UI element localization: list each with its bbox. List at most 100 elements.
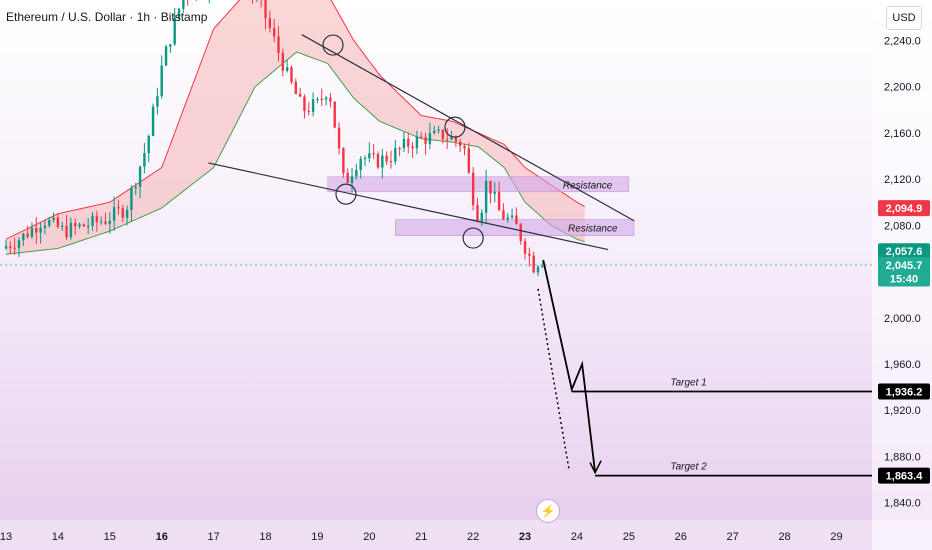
trendline — [208, 162, 609, 251]
x-tick-label: 13 — [0, 531, 12, 543]
price-label: 15:40 — [878, 270, 930, 287]
y-tick-label: 2,160.0 — [884, 128, 921, 140]
candle — [48, 220, 51, 226]
candle — [484, 180, 488, 213]
candle — [13, 247, 16, 249]
y-tick-label: 1,840.0 — [884, 498, 921, 510]
candle — [515, 215, 518, 225]
x-tick-label: 17 — [207, 531, 219, 543]
candle — [398, 148, 401, 150]
candle — [333, 101, 336, 128]
candle — [311, 99, 315, 112]
candle — [536, 266, 540, 273]
candle — [26, 233, 29, 237]
candle — [281, 52, 285, 71]
candle — [169, 44, 172, 47]
resistance-label: Resistance — [568, 224, 618, 235]
candle — [35, 227, 38, 233]
candle — [130, 188, 133, 210]
price-label-bg — [878, 256, 930, 273]
candle — [411, 146, 414, 149]
candle — [450, 137, 453, 140]
y-tick-label: 1,920.0 — [884, 405, 921, 417]
price-label: 1,863.4 — [878, 467, 930, 484]
candle — [458, 141, 462, 146]
candle — [30, 227, 34, 237]
target-label: Target 1 — [670, 378, 706, 389]
price-label: 1,936.2 — [878, 383, 930, 400]
candle — [342, 148, 345, 173]
x-tick-label: 22 — [467, 531, 479, 543]
y-tick-label: 2,080.0 — [884, 220, 921, 232]
candle — [337, 127, 341, 149]
candle — [523, 241, 527, 254]
candle — [65, 225, 68, 238]
candle — [156, 96, 159, 107]
y-tick-label: 2,000.0 — [884, 313, 921, 325]
candle — [502, 210, 505, 220]
candle — [112, 207, 116, 221]
touch-circle — [335, 183, 357, 205]
candle — [528, 253, 531, 256]
candle — [61, 225, 64, 227]
candle — [407, 138, 410, 147]
candle — [428, 133, 432, 144]
candle — [277, 36, 280, 53]
candle — [290, 67, 293, 82]
resistance-zone — [395, 219, 635, 236]
candle — [43, 225, 47, 228]
chart-title: Ethereum / U.S. Dollar · 1h · Bitstamp — [6, 10, 208, 24]
candle — [22, 233, 25, 241]
y-tick-label: 2,120.0 — [884, 174, 921, 186]
candle — [510, 215, 514, 218]
y-tick-label: 2,240.0 — [884, 35, 921, 47]
candle — [143, 153, 146, 167]
candle — [519, 224, 522, 242]
price-label: 2,045.7 — [878, 256, 930, 273]
candle — [541, 266, 544, 268]
candle — [445, 139, 449, 141]
candle — [74, 222, 77, 227]
touch-circle — [444, 116, 466, 138]
candle — [346, 172, 349, 183]
x-tick-label: 26 — [675, 531, 687, 543]
x-tick-label: 19 — [311, 531, 323, 543]
candle — [134, 186, 137, 189]
price-label-bg — [878, 243, 930, 260]
candle — [39, 227, 42, 233]
candle — [9, 246, 12, 248]
candle — [320, 98, 323, 100]
price-label-bg — [878, 200, 930, 217]
candle — [394, 148, 397, 162]
touch-circle — [462, 227, 484, 249]
candle — [359, 158, 362, 171]
projection-path — [542, 259, 597, 473]
price-label: 2,057.6 — [878, 243, 930, 260]
candle — [493, 191, 496, 194]
price-label-text: 2,057.6 — [886, 246, 923, 258]
candle — [329, 97, 332, 102]
tradingview-assistant-icon[interactable]: ⚡ — [536, 499, 560, 523]
candle — [415, 136, 419, 149]
candle — [433, 130, 436, 134]
candle — [506, 217, 509, 220]
y-tick-label: 2,200.0 — [884, 82, 921, 94]
candle — [316, 98, 319, 100]
cloud-upper-line — [5, 0, 585, 240]
candle — [56, 217, 60, 227]
candle — [355, 170, 358, 177]
x-tick-label: 18 — [259, 531, 271, 543]
candle — [471, 172, 475, 206]
resistance-zone — [327, 176, 630, 193]
candle — [104, 221, 107, 224]
candle — [303, 96, 306, 111]
candle — [86, 225, 90, 227]
candle — [17, 240, 21, 249]
currency-button[interactable]: USD — [886, 6, 922, 30]
candle — [298, 93, 302, 97]
candle — [125, 209, 129, 218]
x-tick-label: 14 — [52, 531, 64, 543]
candle — [467, 148, 471, 173]
y-tick-label: 1,960.0 — [884, 359, 921, 371]
